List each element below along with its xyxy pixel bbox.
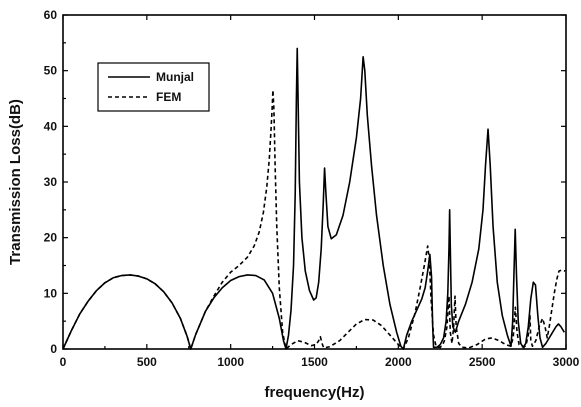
legend-label-munjal: Munjal [156, 70, 194, 84]
legend-box [97, 62, 210, 112]
series-line-fem [62, 89, 566, 350]
x-tick-label: 2000 [385, 355, 412, 369]
series-layer [62, 47, 566, 350]
plot-area: 0 500 1000 1500 2000 2500 3000 0 10 20 30 40 50 60 [44, 8, 580, 369]
x-axis-title: frequency(Hz) [264, 384, 364, 401]
y-tick-label: 20 [44, 231, 58, 245]
series-line-munjal [62, 47, 566, 350]
x-tick-label: 1000 [217, 355, 244, 369]
y-axis-title: Transmission Loss(dB) [7, 99, 24, 265]
y-tick-label: 30 [44, 175, 58, 189]
legend: Munjal FEM [97, 62, 210, 112]
axes-layer: 0 500 1000 1500 2000 2500 3000 0 10 20 30 40 50 60 [44, 8, 580, 369]
y-tick-label: 40 [44, 119, 58, 133]
y-tick-label: 50 [44, 64, 58, 78]
x-tick-label: 1500 [301, 355, 328, 369]
x-tick-label: 3000 [553, 355, 580, 369]
y-tick-label: 10 [44, 286, 58, 300]
x-tick-label: 500 [137, 355, 157, 369]
x-tick-label: 2500 [469, 355, 496, 369]
legend-label-fem: FEM [156, 90, 181, 104]
x-tick-label: 0 [60, 355, 67, 369]
y-tick-label: 0 [50, 342, 57, 356]
y-tick-label: 60 [44, 8, 58, 22]
